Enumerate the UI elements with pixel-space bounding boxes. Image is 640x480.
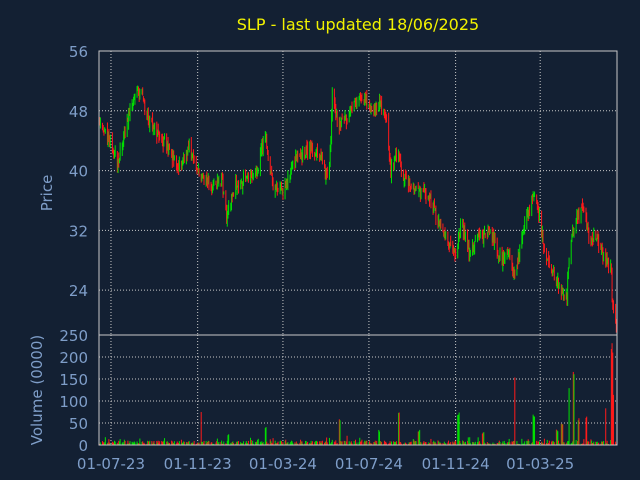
volume-tick-label: 150 xyxy=(59,371,88,389)
volume-tick-label: 100 xyxy=(59,393,88,411)
volume-axis: 250 200 150 100 50 0 xyxy=(59,327,88,455)
volume-bars xyxy=(98,343,618,445)
price-tick-label: 24 xyxy=(69,282,88,300)
price-axis-title: Price xyxy=(38,175,56,212)
volume-grid xyxy=(99,335,617,445)
price-tick-label: 32 xyxy=(69,222,88,240)
date-tick-label: 01-11-23 xyxy=(164,455,232,473)
date-tick-label: 01-07-23 xyxy=(77,455,145,473)
volume-axis-title: Volume (0000) xyxy=(28,335,46,445)
date-tick-label: 01-03-25 xyxy=(506,455,574,473)
price-tick-label: 40 xyxy=(69,163,88,181)
date-tick-label: 01-03-24 xyxy=(249,455,317,473)
volume-tick-label: 50 xyxy=(69,415,88,433)
volume-panel-frame xyxy=(98,334,618,446)
price-tick-label: 48 xyxy=(69,103,88,121)
price-tick-label: 56 xyxy=(69,43,88,61)
volume-tick-label: 200 xyxy=(59,349,88,367)
price-panel-frame xyxy=(98,50,618,336)
date-tick-label: 01-11-24 xyxy=(422,455,490,473)
price-axis: 56 48 40 32 24 xyxy=(69,43,88,300)
volume-tick-label: 250 xyxy=(59,327,88,345)
date-axis: 01-07-23 01-11-23 01-03-24 01-07-24 01-11-24… xyxy=(77,455,574,473)
volume-tick-label: 0 xyxy=(78,437,88,455)
chart-title: SLP - last updated 18/06/2025 xyxy=(237,15,479,34)
price-grid xyxy=(99,51,617,335)
price-candles xyxy=(98,85,618,333)
date-tick-label: 01-07-24 xyxy=(335,455,403,473)
